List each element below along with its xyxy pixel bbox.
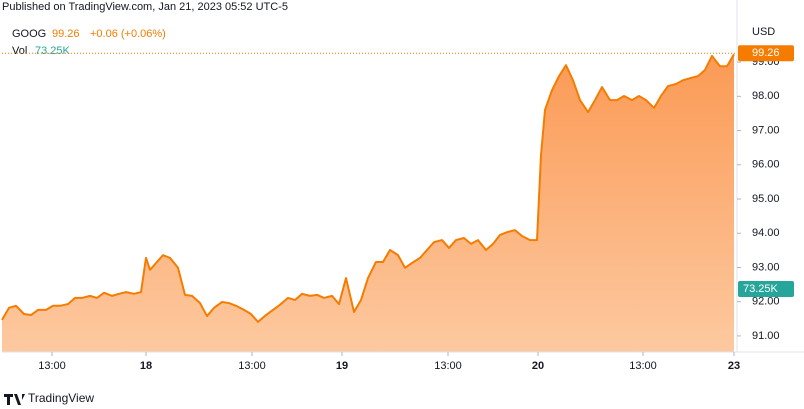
- volume-badge-label: 73.25K: [743, 283, 779, 295]
- price-badge-label: 99.26: [752, 47, 780, 59]
- x-tick-label: 13:00: [238, 360, 266, 372]
- y-tick-label: 95.00: [752, 193, 780, 205]
- y-tick-label: 91.00: [752, 330, 780, 342]
- y-tick-label: 93.00: [752, 261, 780, 273]
- last-price: 99.26: [52, 28, 80, 40]
- x-tick-label: 18: [140, 360, 152, 372]
- y-tick-label: 92.00: [752, 296, 780, 308]
- symbol: GOOG: [12, 28, 46, 40]
- volume-value: 73.25K: [35, 45, 71, 57]
- price-badge: [738, 45, 794, 62]
- y-tick-label: 94.00: [752, 227, 780, 239]
- x-tick-label: 20: [532, 360, 544, 372]
- area-fill: [2, 54, 734, 352]
- y-tick-label: 97.00: [752, 124, 780, 136]
- price-line: [1, 53, 735, 323]
- y-tick-label: 96.00: [752, 159, 780, 171]
- x-tick-label: 19: [336, 360, 348, 372]
- published: Published on TradingView.com, Jan 21, 20…: [2, 1, 288, 13]
- x-tick-label: 13:00: [629, 360, 657, 372]
- logo: [4, 394, 25, 405]
- currency: USD: [752, 26, 775, 38]
- volume-label: Vol: [12, 45, 27, 57]
- change: +0.06 (+0.06%): [90, 28, 166, 40]
- x-tick-label: 13:00: [434, 360, 462, 372]
- brand: TradingView: [28, 391, 94, 405]
- y-tick-label: 98.00: [752, 90, 780, 102]
- volume-badge: [738, 281, 794, 297]
- x-tick-label: 23: [728, 360, 740, 372]
- x-tick-label: 13:00: [38, 360, 66, 372]
